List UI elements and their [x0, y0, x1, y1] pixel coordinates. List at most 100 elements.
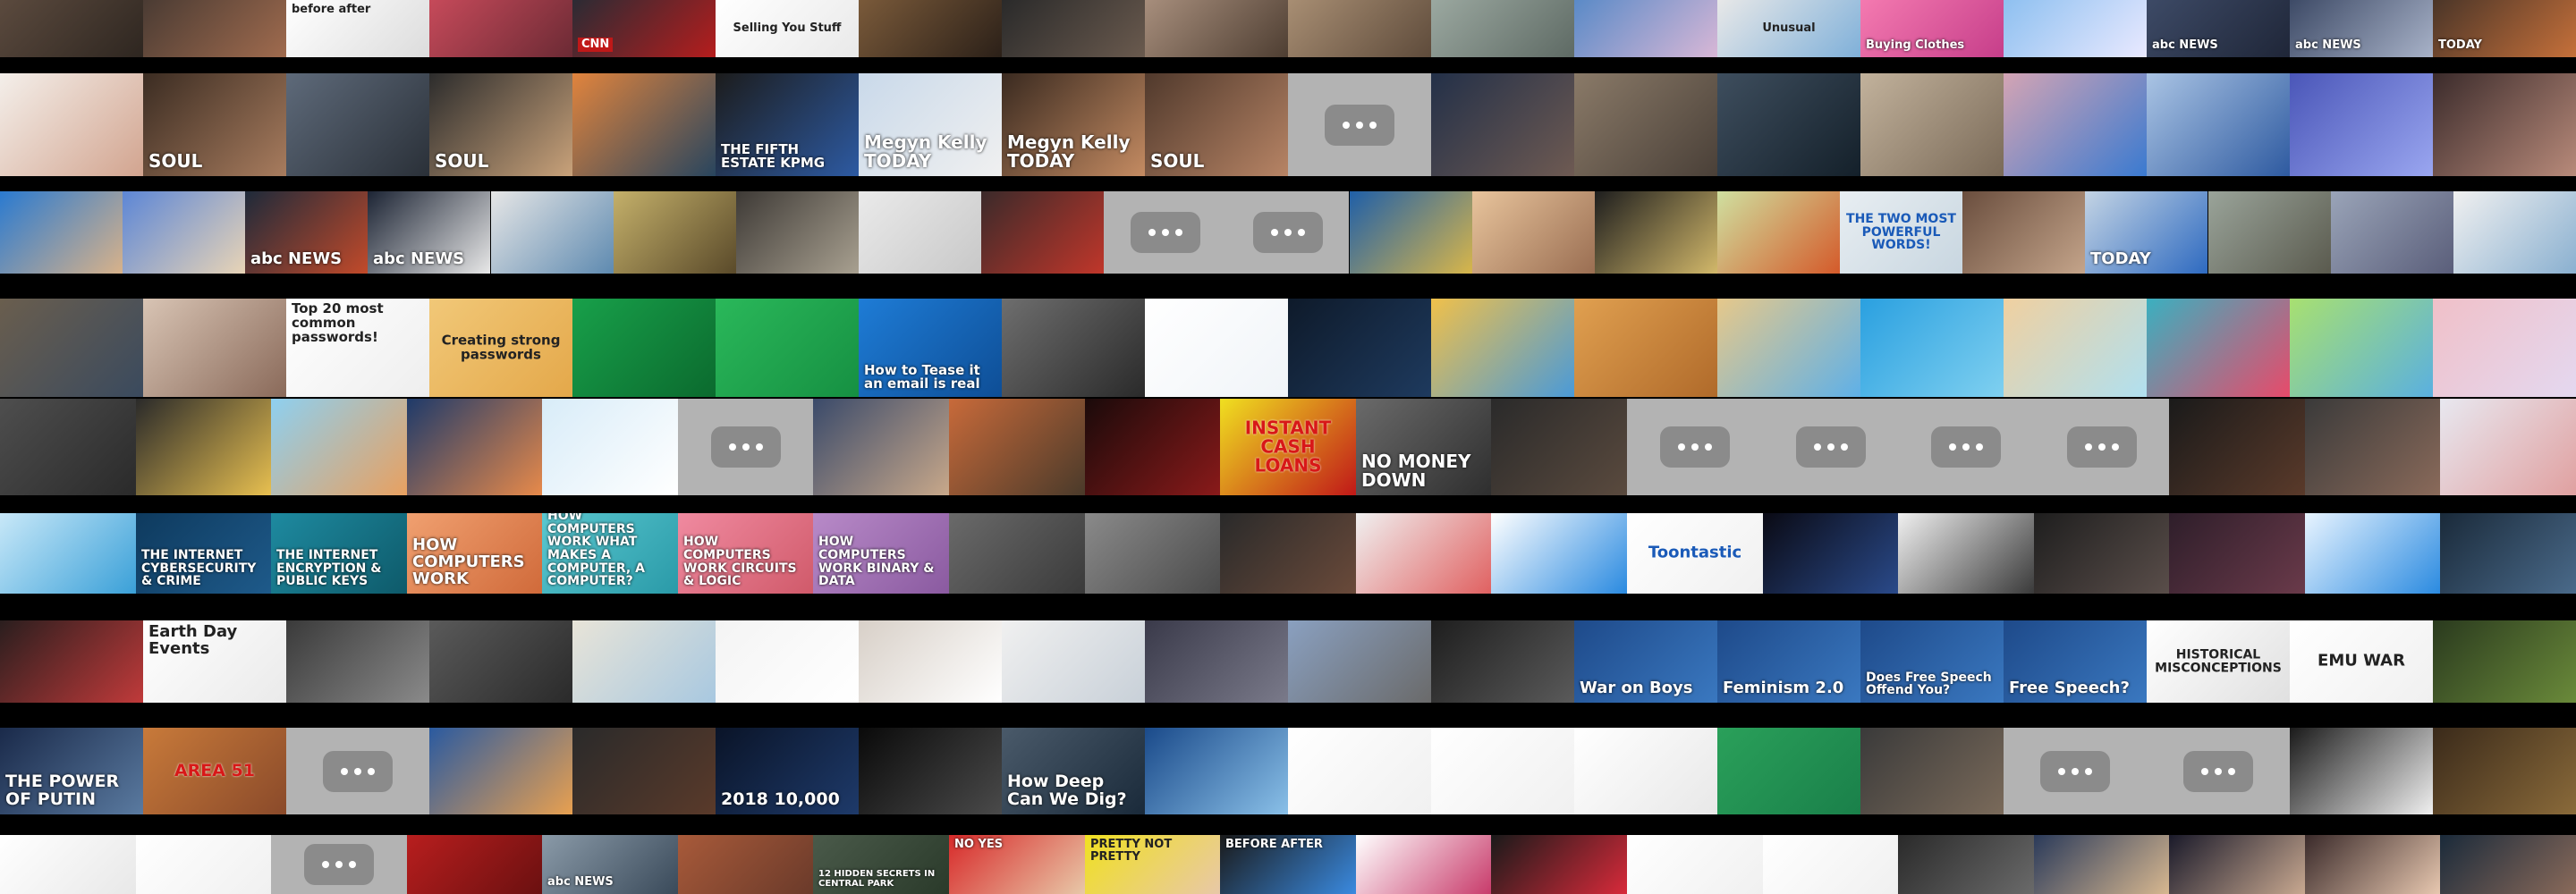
- video-thumbnail[interactable]: [1962, 191, 2085, 274]
- video-thumbnail[interactable]: [1431, 73, 1574, 176]
- video-thumbnail[interactable]: [2440, 513, 2576, 594]
- video-thumbnail[interactable]: [716, 299, 859, 397]
- video-thumbnail[interactable]: SOUL: [143, 73, 286, 176]
- video-thumbnail[interactable]: [813, 399, 949, 495]
- loading-thumbnail[interactable]: [678, 399, 814, 495]
- video-thumbnail[interactable]: [1085, 513, 1221, 594]
- video-thumbnail[interactable]: [286, 620, 429, 703]
- video-thumbnail[interactable]: [2440, 835, 2576, 894]
- video-thumbnail[interactable]: [1574, 299, 1717, 397]
- video-thumbnail[interactable]: HOW COMPUTERS WORK CIRCUITS & LOGIC: [678, 513, 814, 594]
- video-thumbnail[interactable]: [2169, 399, 2305, 495]
- video-thumbnail[interactable]: Earth Day Events: [143, 620, 286, 703]
- video-thumbnail[interactable]: [949, 399, 1085, 495]
- video-thumbnail[interactable]: [429, 728, 572, 814]
- video-thumbnail[interactable]: War on Boys: [1574, 620, 1717, 703]
- video-thumbnail[interactable]: BEFORE AFTER: [1220, 835, 1356, 894]
- video-thumbnail[interactable]: [859, 728, 1002, 814]
- video-thumbnail[interactable]: [1002, 0, 1145, 57]
- video-thumbnail[interactable]: [1288, 299, 1431, 397]
- video-thumbnail[interactable]: [1002, 620, 1145, 703]
- video-thumbnail[interactable]: abc NEWS: [2290, 0, 2433, 57]
- video-thumbnail[interactable]: HOW COMPUTERS WORK: [407, 513, 543, 594]
- video-thumbnail[interactable]: [949, 513, 1085, 594]
- video-thumbnail[interactable]: 12 HIDDEN SECRETS IN CENTRAL PARK: [813, 835, 949, 894]
- video-thumbnail[interactable]: THE FIFTH ESTATE KPMG: [716, 73, 859, 176]
- video-thumbnail[interactable]: [136, 399, 272, 495]
- video-thumbnail[interactable]: [1085, 399, 1221, 495]
- loading-thumbnail[interactable]: [2004, 728, 2147, 814]
- video-thumbnail[interactable]: [2147, 73, 2290, 176]
- video-thumbnail[interactable]: [1860, 299, 2004, 397]
- video-thumbnail[interactable]: [1595, 191, 1717, 274]
- video-thumbnail[interactable]: [1356, 513, 1492, 594]
- video-thumbnail[interactable]: [859, 191, 981, 274]
- video-thumbnail[interactable]: [2453, 191, 2576, 274]
- video-thumbnail[interactable]: [2004, 299, 2147, 397]
- loading-thumbnail[interactable]: [2147, 728, 2290, 814]
- video-thumbnail[interactable]: 2018 10,000: [716, 728, 859, 814]
- video-thumbnail[interactable]: THE INTERNET CYBERSECURITY & CRIME: [136, 513, 272, 594]
- video-thumbnail[interactable]: [0, 835, 136, 894]
- video-thumbnail[interactable]: [0, 191, 123, 274]
- video-thumbnail[interactable]: How Deep Can We Dig?: [1002, 728, 1145, 814]
- loading-thumbnail[interactable]: [1288, 73, 1431, 176]
- video-thumbnail[interactable]: [2433, 728, 2576, 814]
- video-thumbnail[interactable]: [2169, 835, 2305, 894]
- video-thumbnail[interactable]: Free Speech?: [2004, 620, 2147, 703]
- video-thumbnail[interactable]: [1002, 299, 1145, 397]
- loading-thumbnail[interactable]: [1627, 399, 1763, 495]
- video-thumbnail[interactable]: [1898, 513, 2034, 594]
- loading-thumbnail[interactable]: [1898, 399, 2034, 495]
- video-thumbnail[interactable]: [2305, 835, 2441, 894]
- video-thumbnail[interactable]: THE TWO MOST POWERFUL WORDS!: [1840, 191, 1962, 274]
- video-thumbnail[interactable]: [429, 620, 572, 703]
- video-thumbnail[interactable]: Megyn Kelly TODAY: [859, 73, 1002, 176]
- video-thumbnail[interactable]: [2433, 620, 2576, 703]
- video-thumbnail[interactable]: [1860, 728, 2004, 814]
- video-thumbnail[interactable]: SOUL: [429, 73, 572, 176]
- video-thumbnail[interactable]: [1491, 835, 1627, 894]
- loading-thumbnail[interactable]: [286, 728, 429, 814]
- video-thumbnail[interactable]: [716, 620, 859, 703]
- video-thumbnail[interactable]: [2305, 513, 2441, 594]
- video-thumbnail[interactable]: [2433, 73, 2576, 176]
- video-thumbnail[interactable]: [572, 73, 716, 176]
- video-thumbnail[interactable]: Selling You Stuff: [716, 0, 859, 57]
- video-thumbnail[interactable]: [0, 399, 136, 495]
- video-thumbnail[interactable]: [1145, 299, 1288, 397]
- video-thumbnail[interactable]: [136, 835, 272, 894]
- video-thumbnail[interactable]: Feminism 2.0: [1717, 620, 1860, 703]
- video-thumbnail[interactable]: INSTANT CASH LOANS: [1220, 399, 1356, 495]
- video-thumbnail[interactable]: [542, 399, 678, 495]
- video-thumbnail[interactable]: before after: [286, 0, 429, 57]
- video-thumbnail[interactable]: [1491, 399, 1627, 495]
- video-thumbnail[interactable]: [1574, 73, 1717, 176]
- video-thumbnail[interactable]: [2004, 0, 2147, 57]
- video-thumbnail[interactable]: [1717, 728, 1860, 814]
- video-thumbnail[interactable]: [0, 73, 143, 176]
- video-thumbnail[interactable]: [1288, 620, 1431, 703]
- video-thumbnail[interactable]: [271, 399, 407, 495]
- video-thumbnail[interactable]: Unusual: [1717, 0, 1860, 57]
- video-thumbnail[interactable]: [2034, 835, 2170, 894]
- video-thumbnail[interactable]: [1717, 73, 1860, 176]
- video-thumbnail[interactable]: [0, 299, 143, 397]
- video-thumbnail[interactable]: AREA 51: [143, 728, 286, 814]
- video-thumbnail[interactable]: [1574, 728, 1717, 814]
- video-thumbnail[interactable]: [572, 299, 716, 397]
- video-thumbnail[interactable]: [1145, 728, 1288, 814]
- video-thumbnail[interactable]: [1431, 728, 1574, 814]
- video-thumbnail[interactable]: Creating strong passwords: [429, 299, 572, 397]
- video-thumbnail[interactable]: EMU WAR: [2290, 620, 2433, 703]
- video-thumbnail[interactable]: [2433, 299, 2576, 397]
- video-thumbnail[interactable]: [2305, 399, 2441, 495]
- video-thumbnail[interactable]: [429, 0, 572, 57]
- video-thumbnail[interactable]: [1431, 620, 1574, 703]
- video-thumbnail[interactable]: [1472, 191, 1595, 274]
- video-thumbnail[interactable]: [1350, 191, 1472, 274]
- video-thumbnail[interactable]: [2290, 73, 2433, 176]
- video-thumbnail[interactable]: How to Tease it an email is real: [859, 299, 1002, 397]
- video-thumbnail[interactable]: Buying Clothes: [1860, 0, 2004, 57]
- video-thumbnail[interactable]: Toontastic: [1627, 513, 1763, 594]
